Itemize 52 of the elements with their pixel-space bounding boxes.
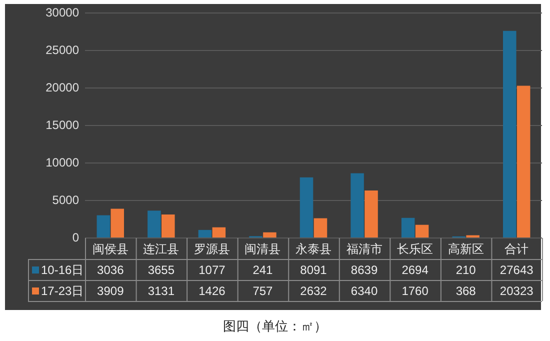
y-tick-label: 5000 (52, 192, 80, 207)
bar (502, 30, 516, 238)
text: 图四（单位：㎡） (223, 318, 327, 334)
data-label: 8639 (350, 262, 378, 277)
x-tick-label: 福清市 (346, 242, 382, 256)
data-label: 20323 (500, 284, 534, 298)
data-label: 3131 (148, 284, 175, 298)
bar (364, 190, 378, 238)
data-label: 757 (252, 284, 274, 298)
bar (148, 210, 161, 238)
data-label: 6340 (350, 284, 378, 298)
x-tick-label: 长乐区 (397, 242, 434, 256)
legend-label: 10-16日 (41, 262, 84, 277)
data-label: 8091 (300, 262, 328, 277)
bar (314, 218, 328, 238)
data-label: 368 (456, 284, 476, 298)
bar (350, 173, 364, 238)
data-label: 210 (456, 262, 476, 277)
bar (198, 230, 212, 238)
bar (415, 224, 429, 238)
x-tick-label: 连江县 (143, 242, 180, 256)
data-label: 3036 (97, 262, 124, 277)
bar (110, 208, 124, 238)
bar (401, 218, 415, 238)
x-tick-label: 闽清县 (244, 242, 281, 256)
y-tick-label: 25000 (46, 42, 80, 57)
legend-label: 17-23日 (41, 284, 84, 298)
y-tick-label: 10000 (46, 155, 80, 170)
data-label: 2632 (300, 284, 328, 298)
data-label: 1077 (198, 262, 226, 277)
data-label: 241 (252, 262, 274, 277)
y-tick-label: 15000 (46, 118, 80, 132)
y-tick-label: 30000 (46, 6, 80, 20)
data-label: 1760 (402, 284, 429, 298)
bar (516, 86, 530, 238)
data-label: 3655 (148, 262, 175, 277)
x-tick-label: 合计 (504, 242, 529, 256)
x-tick-label: 闽侯县 (92, 242, 128, 256)
data-label: 27643 (500, 262, 534, 277)
bar (212, 227, 226, 238)
data-label: 3909 (97, 284, 124, 298)
bar (162, 214, 175, 238)
y-tick-label: 0 (72, 230, 80, 244)
bar (263, 232, 276, 238)
data-label: 2694 (402, 262, 429, 277)
x-tick-label: 永泰县 (296, 242, 332, 256)
bar (300, 177, 314, 238)
y-tick-label: 20000 (46, 80, 80, 94)
data-label: 1426 (198, 284, 226, 298)
x-tick-label: 罗源县 (194, 242, 230, 256)
x-tick-label: 高新区 (448, 242, 484, 256)
bar (96, 215, 110, 238)
